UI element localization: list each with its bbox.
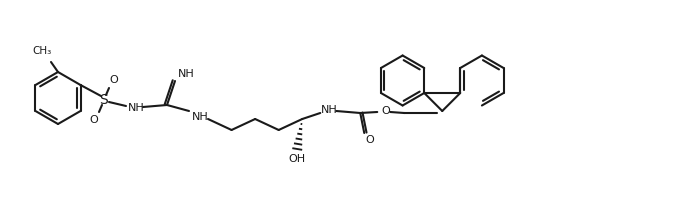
Text: NH: NH xyxy=(321,105,337,115)
Text: NH: NH xyxy=(128,103,145,113)
Text: O: O xyxy=(110,75,118,85)
Text: CH₃: CH₃ xyxy=(32,46,51,56)
Text: S: S xyxy=(99,93,108,107)
Text: O: O xyxy=(90,115,99,125)
Text: NH: NH xyxy=(178,69,195,79)
Text: OH: OH xyxy=(289,154,306,164)
Text: O: O xyxy=(365,135,374,145)
Text: O: O xyxy=(381,106,389,116)
Text: NH: NH xyxy=(191,112,208,122)
